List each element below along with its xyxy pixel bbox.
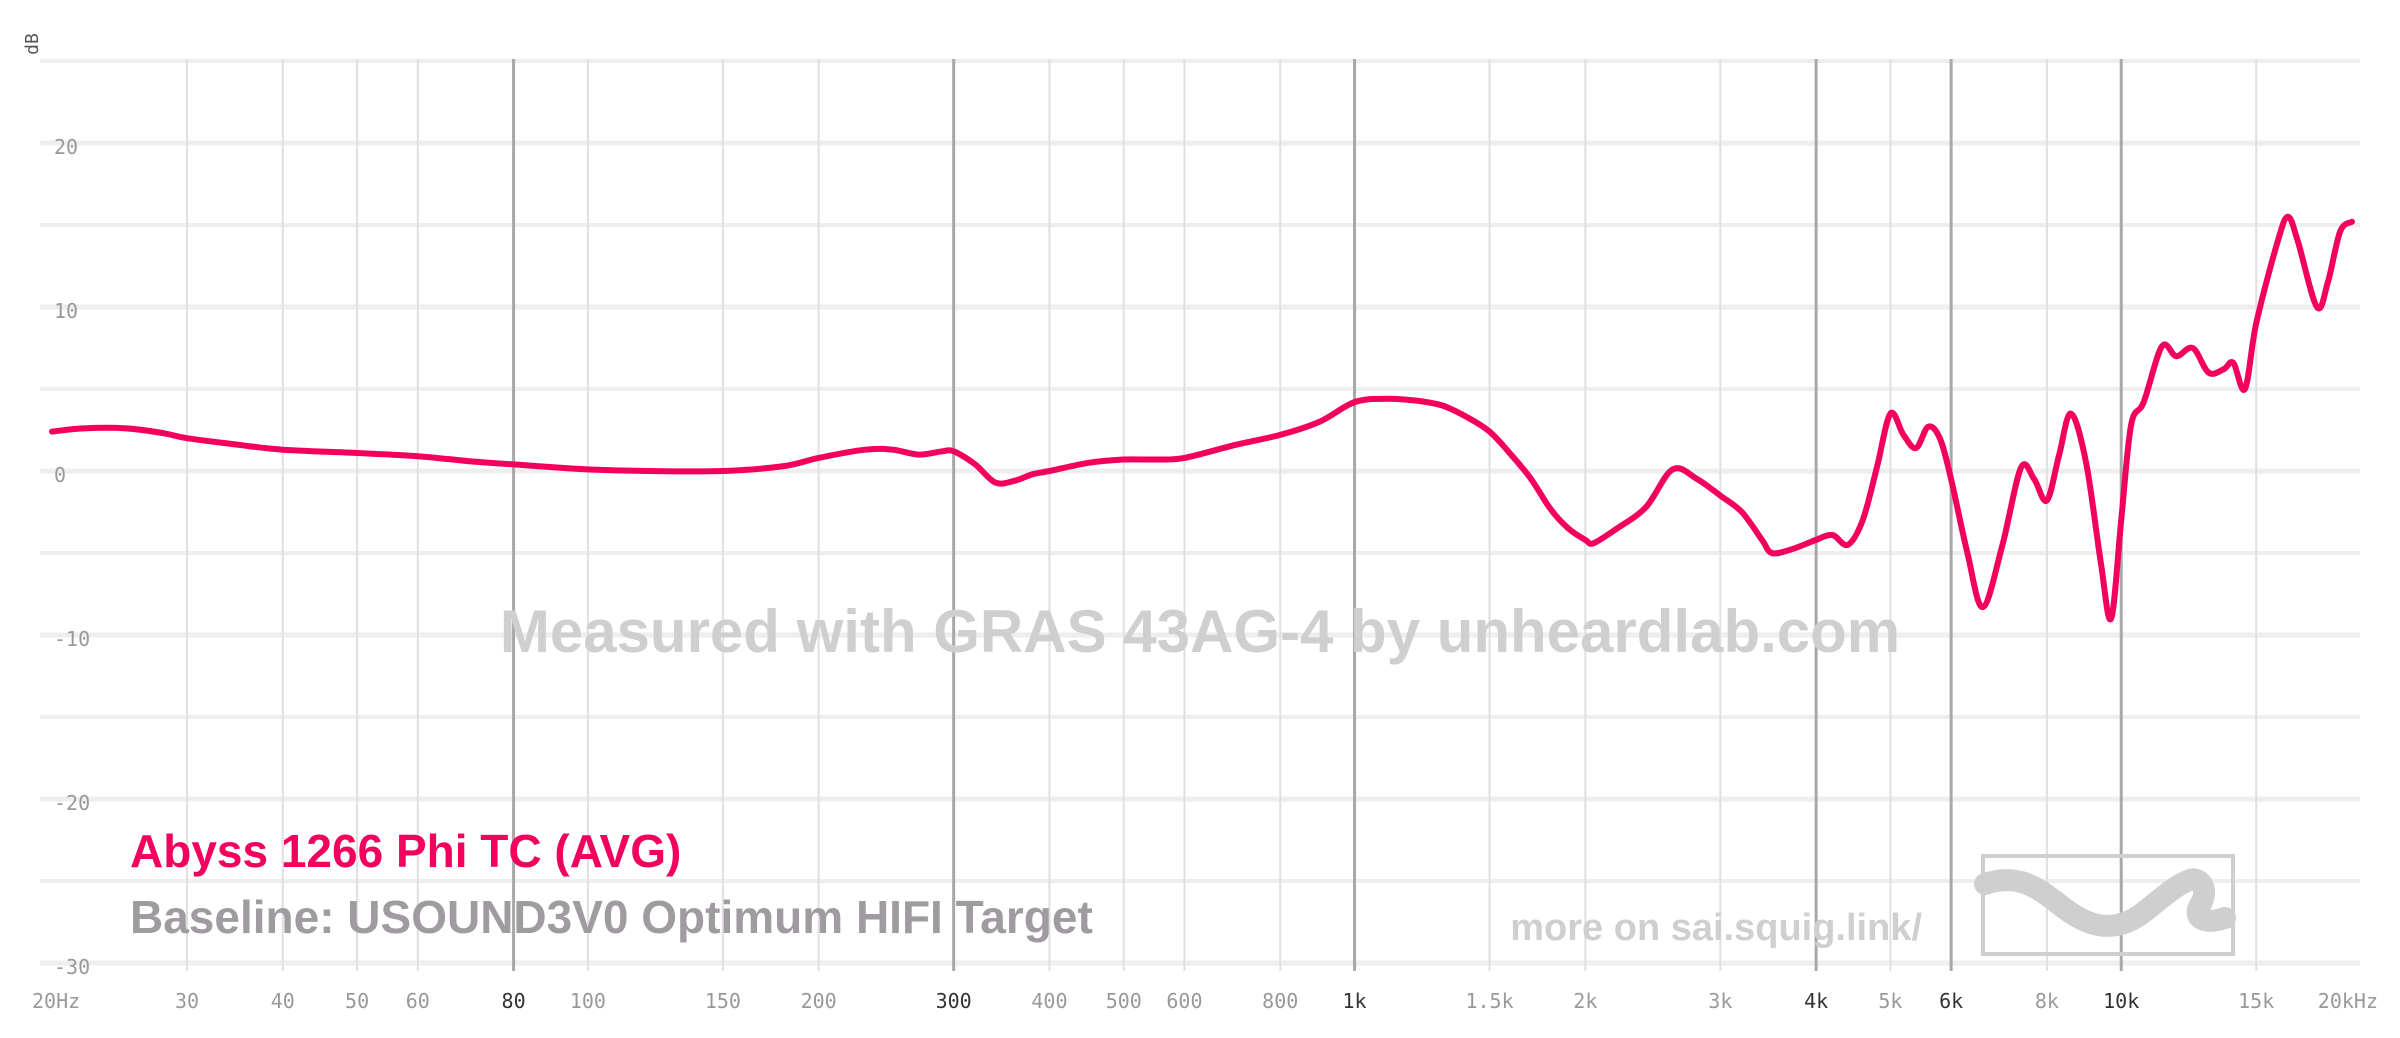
y-tick-label: 20 — [54, 135, 78, 159]
x-tick-label: 100 — [570, 989, 606, 1013]
x-tick-label: 20Hz — [32, 989, 80, 1013]
x-tick-labels: 20Hz 30 40 50 60 80 100 150 200 300 400 500 600 800 1k… — [32, 989, 2378, 1013]
x-tick-label: 400 — [1031, 989, 1067, 1013]
x-tick-label: 1k — [1342, 989, 1366, 1013]
grid-layer — [40, 59, 2360, 971]
x-tick-label: 10k — [2103, 989, 2139, 1013]
series-layer — [49, 213, 2355, 623]
y-tick-label: 10 — [54, 299, 78, 323]
x-tick-label: 40 — [271, 989, 295, 1013]
y-tick-label: -20 — [54, 791, 90, 815]
credit-link-text[interactable]: more on sai.squig.link/ — [1510, 907, 1922, 949]
x-tick-label: 4k — [1804, 989, 1828, 1013]
y-axis-unit-label: dB — [22, 33, 43, 55]
x-tick-label: 300 — [936, 989, 972, 1013]
legend-baseline-label: Baseline: USOUND3V0 Optimum HIFI Target — [130, 891, 1093, 943]
y-tick-label: -10 — [54, 627, 90, 651]
x-tick-label: 200 — [801, 989, 837, 1013]
y-tick-labels: 20 10 0 -10 -20 -30 — [54, 135, 90, 979]
x-tick-label: 60 — [406, 989, 430, 1013]
y-tick-label: 0 — [54, 463, 66, 487]
x-tick-label: 600 — [1166, 989, 1202, 1013]
series-line — [49, 213, 2355, 623]
x-tick-label: 8k — [2035, 989, 2059, 1013]
x-tick-label: 20kHz — [2318, 989, 2378, 1013]
x-tick-label: 15k — [2238, 989, 2274, 1013]
x-tick-label: 5k — [1878, 989, 1902, 1013]
x-tick-label: 80 — [502, 989, 526, 1013]
x-tick-label: 6k — [1939, 989, 1963, 1013]
x-tick-label: 30 — [175, 989, 199, 1013]
squiglink-logo-icon — [1974, 854, 2236, 956]
x-tick-label: 1.5k — [1465, 989, 1513, 1013]
x-tick-label: 800 — [1262, 989, 1298, 1013]
measurement-watermark: Measured with GRAS 43AG-4 by unheardlab.… — [500, 598, 1900, 665]
x-tick-label: 3k — [1708, 989, 1732, 1013]
legend-series-title: Abyss 1266 Phi TC (AVG) — [130, 825, 681, 877]
y-tick-label: -30 — [54, 955, 90, 979]
x-tick-label: 50 — [345, 989, 369, 1013]
x-tick-label: 150 — [705, 989, 741, 1013]
x-tick-label: 500 — [1106, 989, 1142, 1013]
legend: Abyss 1266 Phi TC (AVG) Baseline: USOUND… — [130, 825, 1093, 943]
x-tick-label: 2k — [1573, 989, 1597, 1013]
